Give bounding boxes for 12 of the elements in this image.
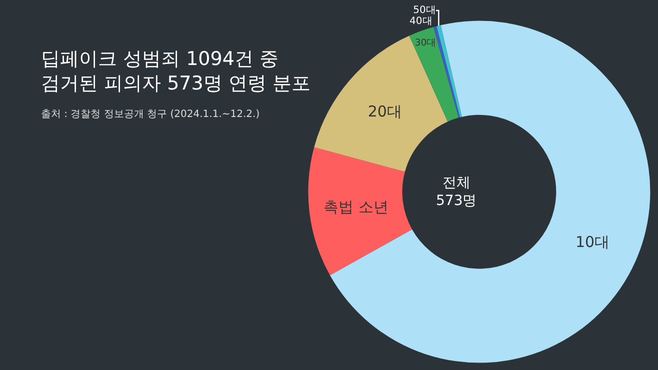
slice-label: 10대 bbox=[576, 233, 610, 252]
donut-slice bbox=[308, 147, 412, 276]
slice-label: 50대 bbox=[413, 4, 436, 16]
slice-label: 40대 bbox=[410, 16, 432, 27]
slice-label: 촉법 소년 bbox=[324, 198, 388, 216]
text: 전체 573명 bbox=[436, 175, 477, 210]
text: 딥페이크 성범죄 1094건 중 검거된 피의자 573명 연령 분포 bbox=[41, 48, 310, 95]
text: 출처 : 경찰청 정보공개 청구 (2024.1.1.~12.2.) bbox=[41, 109, 260, 120]
donut-slice bbox=[314, 36, 448, 172]
slice-label: 30대 bbox=[414, 37, 436, 48]
slice-label: 20대 bbox=[368, 102, 402, 120]
donut-slice bbox=[409, 27, 459, 122]
